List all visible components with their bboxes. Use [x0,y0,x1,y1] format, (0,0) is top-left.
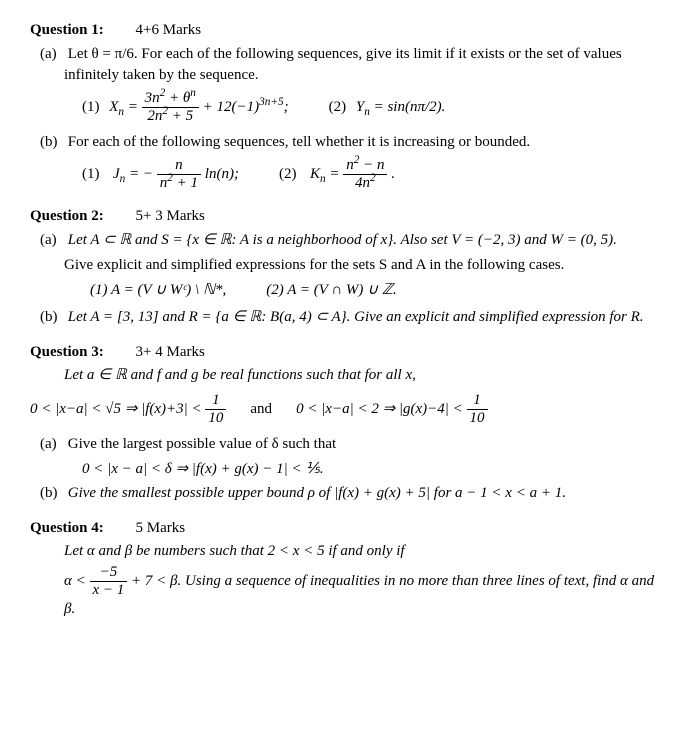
question-3: Question 3: 3+ 4 Marks Let a ∈ ℝ and f a… [30,342,656,504]
q1-b-label: (b) [40,132,64,153]
q1-a-item2-label: (2) [329,99,347,115]
q4-line2-tail: + 7 < β. Using a sequence of inequalitie… [64,573,654,617]
q2-part-b: (b) Let A = [3, 13] and R = {a ∈ ℝ: B(a,… [64,307,656,328]
question-1: Question 1: 4+6 Marks (a) Let θ = π/6. F… [30,20,656,192]
q1-b-text: For each of the following sequences, tel… [68,134,530,150]
q3-a-text: Give the largest possible value of δ suc… [68,436,336,452]
q3-part-a: (a) Give the largest possible value of δ… [64,434,656,455]
q3-part-b: (b) Give the smallest possible upper bou… [64,483,656,504]
q3-b-text: Give the smallest possible upper bound ρ… [68,485,566,501]
q3-title: Question 3: [30,344,104,360]
q1-b-item2-label: (2) [279,166,297,182]
q2-a-items: (1) A = (V ∪ Wᶜ) \ ℕ*, (2) A = (V ∩ W) ∪… [90,280,656,301]
question-4: Question 4: 5 Marks Let α and β be numbe… [30,518,656,621]
q3-cond1: 0 < |x−a| < √5 ⇒ |f(x)+3| < 110 [30,392,226,428]
q1-b-item1: (1) Jn = − nn2 + 1 ln(n); [82,157,239,193]
q2-a-line1: Let A ⊂ ℝ and S = {x ∈ ℝ: A is a neighbo… [68,232,617,248]
q2-part-a: (a) Let A ⊂ ℝ and S = {x ∈ ℝ: A is a nei… [64,230,656,251]
q2-a-label: (a) [40,230,64,251]
q1-a-item2: (2) Yn = sin(nπ/2). [329,97,446,118]
q3-conditions: 0 < |x−a| < √5 ⇒ |f(x)+3| < 110 and 0 < … [30,392,656,428]
q2-b-label: (b) [40,307,64,328]
q2-b-text: Let A = [3, 13] and R = {a ∈ ℝ: B(a, 4) … [68,309,644,325]
q1-part-a: (a) Let θ = π/6. For each of the followi… [64,44,656,86]
q2-title: Question 2: [30,208,104,224]
q2-a-item2: (2) A = (V ∩ W) ∪ ℤ. [266,280,397,301]
q3-and: and [250,399,272,420]
q2-marks: 5+ 3 Marks [136,208,205,224]
q4-marks: 5 Marks [136,520,186,536]
q1-b-item1-label: (1) [82,166,100,182]
q3-header: Question 3: 3+ 4 Marks [30,342,656,363]
q3-intro: Let a ∈ ℝ and f and g be real functions … [64,365,656,386]
q3-a-label: (a) [40,434,64,455]
q4-title: Question 4: [30,520,104,536]
q1-b-item2: (2) Kn = n2 − n4n2 . [279,157,395,193]
q1-a-item1-label: (1) [82,99,100,115]
q3-b-label: (b) [40,483,64,504]
q2-a-line2: Give explicit and simplified expressions… [64,255,656,276]
q1-a-items: (1) Xn = 3n2 + θn2n2 + 5 + 12(−1)3n+5; (… [82,90,656,126]
q1-header: Question 1: 4+6 Marks [30,20,656,41]
q3-a-formula: 0 < |x − a| < δ ⇒ |f(x) + g(x) − 1| < ⅕. [82,459,656,480]
q2-header: Question 2: 5+ 3 Marks [30,206,656,227]
q4-alpha-lt: α < [64,573,90,589]
q4-line2: α < −5x − 1 + 7 < β. Using a sequence of… [64,564,656,621]
q1-a-label: (a) [40,44,64,65]
q2-a-item1: (1) A = (V ∪ Wᶜ) \ ℕ*, [90,280,226,301]
q3-cond2: 0 < |x−a| < 2 ⇒ |g(x)−4| < 110 [296,392,487,428]
q4-line1: Let α and β be numbers such that 2 < x <… [64,541,656,562]
q4-header: Question 4: 5 Marks [30,518,656,539]
question-2: Question 2: 5+ 3 Marks (a) Let A ⊂ ℝ and… [30,206,656,328]
q1-a-text: Let θ = π/6. For each of the following s… [64,46,622,83]
q3-marks: 3+ 4 Marks [136,344,205,360]
q1-marks: 4+6 Marks [136,22,202,38]
q1-a-item1: (1) Xn = 3n2 + θn2n2 + 5 + 12(−1)3n+5; [82,90,289,126]
q1-part-b: (b) For each of the following sequences,… [64,132,656,153]
q1-title: Question 1: [30,22,104,38]
q1-b-items: (1) Jn = − nn2 + 1 ln(n); (2) Kn = n2 − … [82,157,656,193]
